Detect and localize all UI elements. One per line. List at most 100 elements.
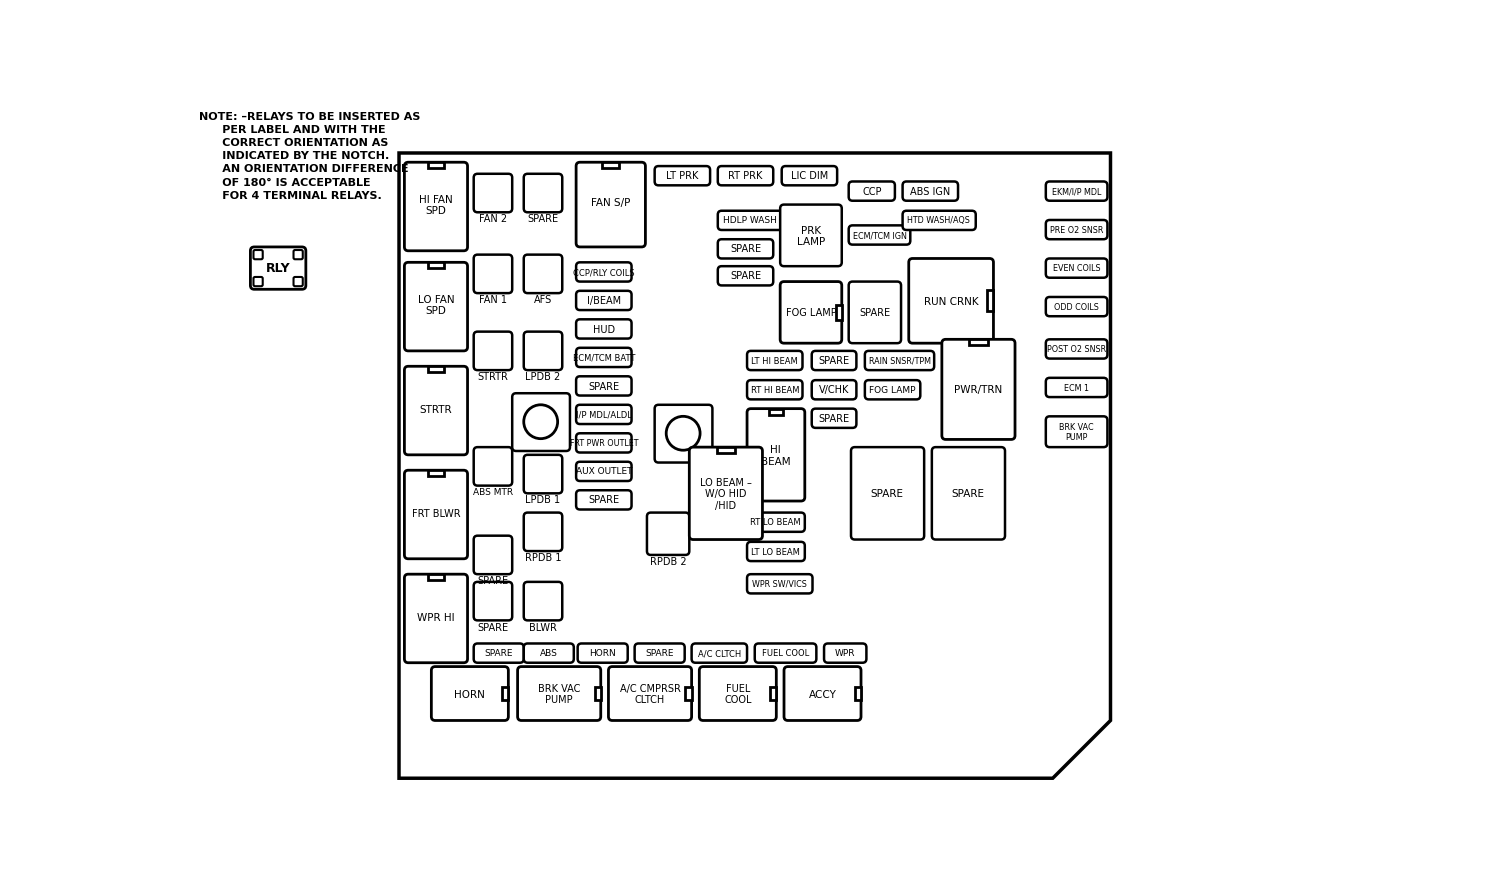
FancyBboxPatch shape [780, 282, 842, 344]
Text: EVEN COILS: EVEN COILS [1053, 264, 1100, 273]
Text: RT HI BEAM: RT HI BEAM [751, 385, 799, 394]
FancyBboxPatch shape [811, 351, 857, 371]
Text: HORN: HORN [589, 649, 615, 658]
FancyBboxPatch shape [524, 332, 562, 371]
Bar [428, 367, 444, 373]
FancyBboxPatch shape [474, 582, 512, 621]
FancyBboxPatch shape [405, 163, 467, 251]
Text: I/P MDL/ALDL: I/P MDL/ALDL [576, 410, 632, 419]
FancyBboxPatch shape [849, 227, 910, 245]
FancyBboxPatch shape [718, 167, 774, 186]
Text: ABS MTR: ABS MTR [473, 488, 514, 497]
Text: ABS IGN: ABS IGN [910, 186, 950, 197]
Text: FAN 2: FAN 2 [479, 214, 508, 224]
FancyBboxPatch shape [746, 543, 805, 561]
FancyBboxPatch shape [692, 644, 746, 663]
Text: SPARE: SPARE [477, 576, 509, 586]
Bar [428, 263, 444, 270]
Text: RT LO BEAM: RT LO BEAM [751, 518, 801, 527]
Circle shape [666, 417, 700, 450]
Text: ECM/TCM BATT: ECM/TCM BATT [573, 353, 635, 362]
FancyBboxPatch shape [1046, 183, 1108, 201]
Bar [771, 687, 777, 701]
FancyBboxPatch shape [512, 393, 570, 451]
Text: RLY: RLY [266, 262, 290, 275]
Text: FAN S/P: FAN S/P [591, 198, 630, 208]
Bar [428, 574, 444, 580]
FancyBboxPatch shape [576, 291, 632, 311]
Text: LO FAN
SPD: LO FAN SPD [417, 294, 455, 316]
FancyBboxPatch shape [941, 340, 1015, 440]
FancyBboxPatch shape [902, 212, 976, 231]
FancyBboxPatch shape [576, 491, 632, 510]
Text: EKM/I/P MDL: EKM/I/P MDL [1052, 187, 1102, 196]
FancyBboxPatch shape [474, 644, 524, 663]
FancyBboxPatch shape [784, 666, 861, 721]
FancyBboxPatch shape [251, 248, 305, 290]
FancyBboxPatch shape [718, 212, 783, 231]
Text: FOG LAMP: FOG LAMP [786, 308, 836, 318]
Text: LIC DIM: LIC DIM [790, 171, 828, 181]
Text: BRK VAC
PUMP: BRK VAC PUMP [538, 683, 580, 704]
FancyBboxPatch shape [474, 255, 512, 294]
FancyBboxPatch shape [864, 381, 920, 400]
FancyBboxPatch shape [864, 351, 934, 371]
FancyBboxPatch shape [849, 282, 901, 344]
Text: SPARE: SPARE [819, 414, 849, 423]
Text: HI
BEAM: HI BEAM [760, 444, 790, 466]
Text: RPDB 2: RPDB 2 [650, 557, 688, 566]
FancyBboxPatch shape [689, 448, 763, 540]
Text: HTD WASH/AQS: HTD WASH/AQS [907, 216, 970, 226]
Bar [855, 687, 861, 701]
Text: V/CHK: V/CHK [819, 385, 849, 395]
Text: POST O2 SNSR: POST O2 SNSR [1047, 345, 1106, 354]
FancyBboxPatch shape [293, 251, 302, 260]
FancyBboxPatch shape [1046, 378, 1108, 398]
Text: RAIN SNSR/TPM: RAIN SNSR/TPM [869, 356, 931, 365]
FancyBboxPatch shape [635, 644, 684, 663]
FancyBboxPatch shape [524, 644, 574, 663]
FancyBboxPatch shape [576, 406, 632, 425]
Text: CCP: CCP [863, 186, 881, 197]
Text: LT LO BEAM: LT LO BEAM [751, 547, 799, 556]
FancyBboxPatch shape [1046, 417, 1108, 448]
FancyBboxPatch shape [1046, 340, 1108, 359]
FancyBboxPatch shape [811, 409, 857, 428]
FancyBboxPatch shape [609, 666, 692, 721]
FancyBboxPatch shape [518, 666, 601, 721]
FancyBboxPatch shape [524, 175, 562, 213]
Text: HI FAN
SPD: HI FAN SPD [419, 195, 453, 216]
FancyBboxPatch shape [718, 240, 774, 259]
FancyBboxPatch shape [405, 367, 467, 456]
Text: ACCY: ACCY [808, 688, 837, 699]
Bar [969, 340, 988, 346]
Text: BLWR: BLWR [529, 622, 558, 632]
FancyBboxPatch shape [823, 644, 866, 663]
Text: SPARE: SPARE [870, 489, 904, 499]
Bar [716, 448, 734, 454]
Text: WPR HI: WPR HI [417, 612, 455, 622]
Text: PRK
LAMP: PRK LAMP [796, 226, 825, 247]
FancyBboxPatch shape [524, 513, 562, 551]
Text: SPARE: SPARE [730, 271, 762, 281]
FancyBboxPatch shape [908, 259, 993, 344]
Text: SPARE: SPARE [484, 649, 512, 658]
FancyBboxPatch shape [405, 574, 467, 663]
Text: RPDB 1: RPDB 1 [524, 552, 561, 563]
FancyBboxPatch shape [746, 409, 805, 501]
FancyBboxPatch shape [1046, 259, 1108, 278]
FancyBboxPatch shape [474, 332, 512, 371]
Text: SPARE: SPARE [860, 308, 890, 318]
Bar [595, 687, 601, 701]
Text: I/BEAM: I/BEAM [586, 296, 621, 306]
Bar [428, 163, 444, 169]
Text: HDLP WASH: HDLP WASH [724, 216, 777, 226]
FancyBboxPatch shape [756, 644, 816, 663]
Text: SPARE: SPARE [645, 649, 674, 658]
Bar [769, 409, 783, 415]
Text: CCP/RLY COILS: CCP/RLY COILS [573, 268, 635, 277]
Text: FAN 1: FAN 1 [479, 295, 508, 305]
Text: LT PRK: LT PRK [666, 171, 698, 181]
FancyBboxPatch shape [293, 277, 302, 287]
FancyBboxPatch shape [811, 381, 857, 400]
